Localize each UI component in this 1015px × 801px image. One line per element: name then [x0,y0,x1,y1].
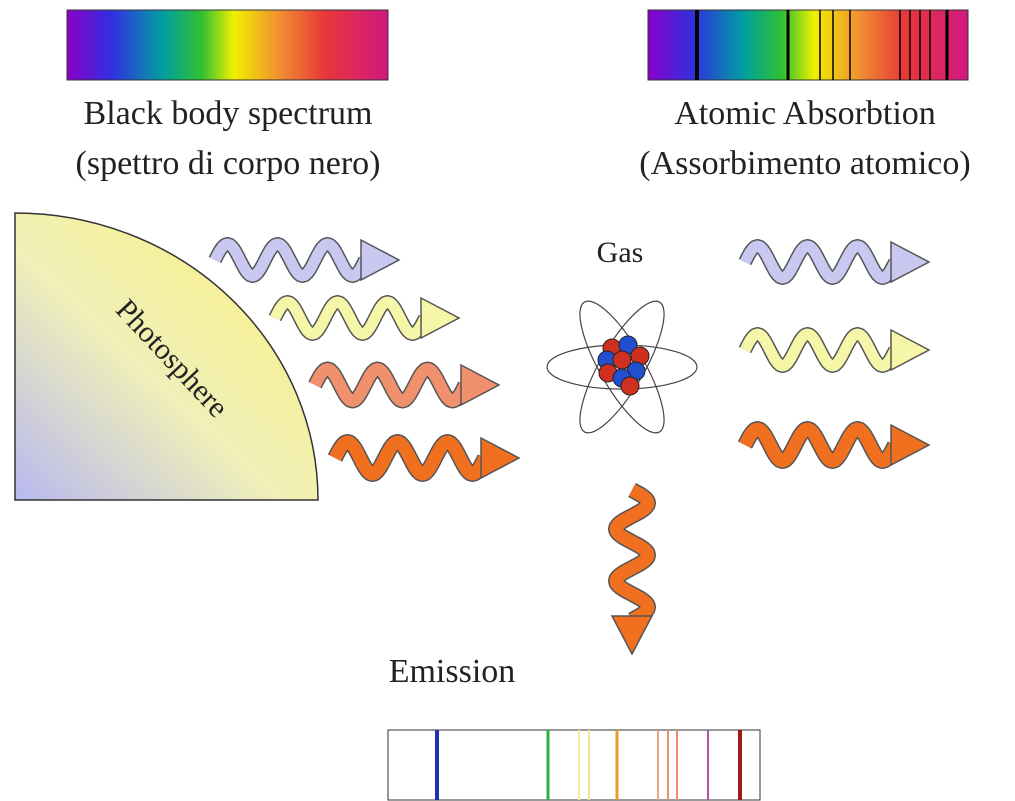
black-body-title: Black body spectrum [84,95,373,132]
atom [546,300,698,434]
absorption-title: Atomic Absorbtion [674,95,936,132]
wave-arrow [608,482,656,656]
wave-arrow [268,295,461,341]
black-body-subtitle: (spettro di corpo nero) [76,145,381,182]
wave-arrow [208,237,401,283]
photosphere [14,212,319,501]
emission-label: Emission [389,653,516,690]
black-body-spectrum [66,9,389,81]
wave-arrow [738,327,931,373]
wave-arrow [327,434,521,482]
absorption-subtitle: (Assorbimento atomico) [639,145,970,182]
gas-label: Gas [597,236,644,269]
emission-spectrum [387,729,761,801]
wave-arrow [308,361,501,409]
absorption-spectrum [647,9,969,81]
wave-arrow [738,239,931,285]
wave-arrow [737,421,931,469]
